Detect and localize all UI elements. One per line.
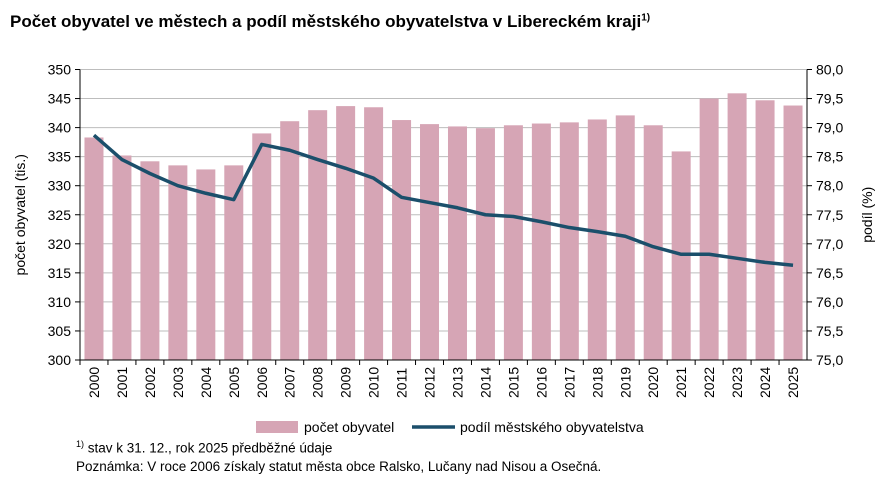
bar-2020: [643, 125, 663, 360]
y-tick-label: 305: [48, 323, 72, 339]
x-tick-label: 2005: [226, 367, 242, 398]
y2-tick-label: 77,0: [816, 236, 843, 252]
y2-tick-label: 79,5: [816, 91, 843, 107]
bar-2009: [336, 106, 356, 360]
footnote: 1) stav k 31. 12., rok 2025 předběžné úd…: [76, 439, 333, 456]
x-tick-label: 2000: [86, 367, 102, 398]
x-tick-label: 2017: [561, 367, 577, 398]
x-tick-label: 2010: [366, 367, 382, 398]
x-tick-label: 2014: [477, 367, 493, 398]
x-tick-label: 2023: [729, 367, 745, 398]
legend-swatch-bars: [256, 421, 298, 433]
x-tick-label: 2002: [142, 367, 158, 398]
x-tick-label: 2016: [533, 367, 549, 398]
y-tick-label: 340: [48, 120, 72, 136]
x-tick-label: 2009: [338, 367, 354, 398]
y2-tick-label: 75,5: [816, 323, 843, 339]
bar-2025: [783, 105, 803, 360]
bar-2006: [252, 133, 272, 360]
y2-tick-label: 75,0: [816, 352, 843, 368]
bar-2011: [392, 120, 412, 360]
x-tick-label: 2018: [589, 367, 605, 398]
bar-2015: [503, 125, 523, 360]
x-tick-label: 2012: [422, 367, 438, 398]
y-tick-label: 325: [48, 207, 72, 223]
y2-tick-label: 77,5: [816, 207, 843, 223]
legend-label-bars: počet obyvatel: [304, 419, 394, 435]
y-tick-label: 345: [48, 91, 72, 107]
bar-2018: [587, 119, 607, 360]
x-tick-label: 2013: [449, 367, 465, 398]
y-tick-label: 315: [48, 265, 72, 281]
y2-tick-label: 76,5: [816, 265, 843, 281]
bar-2004: [196, 169, 216, 360]
bar-2008: [308, 110, 328, 360]
bar-2010: [364, 107, 384, 360]
bar-2016: [531, 123, 551, 361]
bar-2024: [755, 100, 775, 360]
bar-2007: [280, 121, 300, 360]
bar-2005: [224, 165, 244, 360]
bar-2003: [168, 165, 188, 360]
x-tick-label: 2021: [673, 367, 689, 398]
x-tick-label: 2022: [701, 367, 717, 398]
x-tick-label: 2011: [394, 368, 410, 398]
y2-tick-label: 78,0: [816, 178, 843, 194]
y2-tick-label: 76,0: [816, 294, 843, 310]
bar-2002: [140, 161, 160, 360]
bar-2013: [447, 126, 467, 360]
bar-2012: [420, 124, 440, 360]
x-tick-label: 2008: [310, 367, 326, 398]
y2-tick-label: 79,0: [816, 120, 843, 136]
x-tick-label: 2007: [282, 367, 298, 398]
x-tick-label: 2019: [617, 367, 633, 398]
bar-2000: [84, 137, 104, 360]
x-tick-label: 2020: [645, 367, 661, 398]
remark: Poznámka: V roce 2006 získaly statut měs…: [76, 459, 602, 474]
legend-label-line: podíl městského obyvatelstva: [460, 419, 644, 435]
y2-tick-label: 80,0: [816, 62, 843, 78]
x-tick-label: 2015: [505, 367, 521, 398]
x-tick-label: 2004: [198, 367, 214, 398]
x-tick-label: 2003: [170, 367, 186, 398]
x-tick-label: 2001: [114, 367, 130, 398]
line-series: [92, 133, 794, 268]
x-tick-label: 2006: [254, 367, 270, 398]
x-tick-label: 2024: [757, 367, 773, 398]
y-tick-label: 350: [48, 62, 72, 78]
y-tick-label: 320: [48, 236, 72, 252]
bar-2023: [727, 93, 747, 361]
bar-2014: [475, 128, 495, 360]
y2-axis-title: podíl (%): [859, 187, 875, 243]
x-tick-label: 2025: [785, 367, 801, 398]
y-tick-label: 310: [48, 294, 72, 310]
y-tick-label: 330: [48, 178, 72, 194]
y-axis-title: počet obyvatel (tis.): [12, 154, 28, 275]
bar-2001: [112, 155, 132, 360]
y-tick-label: 300: [48, 352, 72, 368]
bar-2022: [699, 98, 719, 361]
bar-2017: [559, 122, 579, 360]
chart-title: Počet obyvatel ve městech a podíl městsk…: [10, 12, 651, 31]
y-tick-label: 335: [48, 149, 72, 165]
y2-tick-label: 78,5: [816, 149, 843, 165]
